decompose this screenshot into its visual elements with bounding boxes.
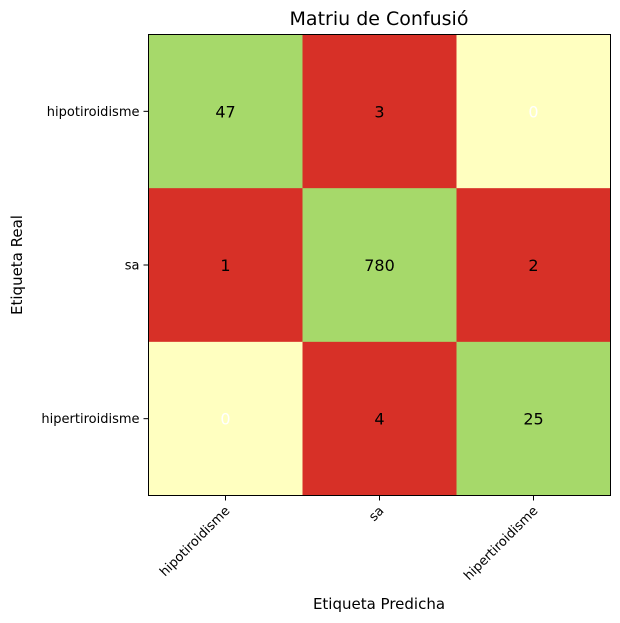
x-axis-ticks: hipotiroidisme sa hipertiroidisme [157,495,541,584]
matrix-cell-value: 0 [528,102,538,121]
matrix-cell-value: 0 [220,410,230,429]
matrix-cells: 47 3 0 1 780 2 0 4 25 [148,34,611,496]
matrix-cell [456,34,611,189]
matrix-cell-value: 25 [523,410,543,429]
y-axis-ticks: hipotiroidisme sa hipertiroidisme [41,105,149,427]
x-tick-label: hipotiroidisme [157,504,233,580]
matrix-cell-value: 3 [374,102,384,121]
matrix-cell [148,188,303,343]
y-tick-label: sa [125,259,140,274]
matrix-cell [456,188,611,343]
matrix-cell [302,341,457,496]
x-axis-label: Etiqueta Predicha [313,595,445,613]
matrix-cell [148,34,303,189]
matrix-cell [148,341,303,496]
x-tick-label: sa [366,504,387,525]
x-tick-label: hipertiroidisme [461,504,541,584]
matrix-cell [456,341,611,496]
chart-title: Matriu de Confusió [290,8,469,30]
matrix-cell [302,34,457,189]
matrix-cell-value: 1 [220,256,230,275]
y-axis-label: Etiqueta Real [8,215,26,315]
matrix-cell-value: 2 [528,256,538,275]
y-tick-label: hipotiroidisme [47,105,140,120]
y-tick-label: hipertiroidisme [41,412,139,427]
matrix-cell-value: 47 [215,102,235,121]
matrix-cell-value: 780 [364,256,395,275]
matrix-cell [302,188,457,343]
matrix-cell-value: 4 [374,410,384,429]
